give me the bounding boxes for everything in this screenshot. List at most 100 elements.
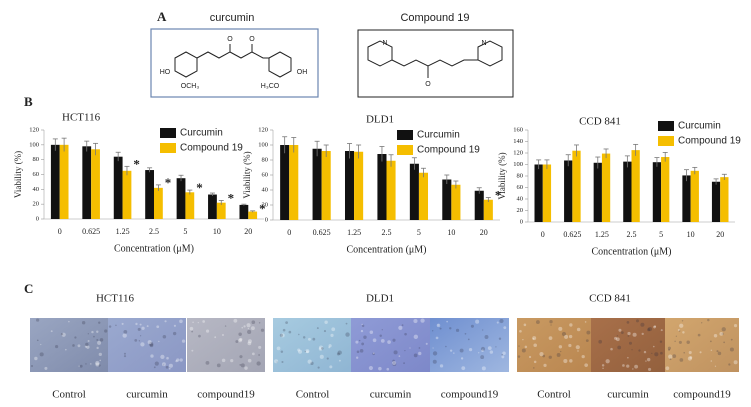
x-tick-label: 2.5 bbox=[627, 230, 637, 239]
texture bbox=[558, 326, 563, 331]
texture bbox=[524, 345, 528, 349]
texture bbox=[99, 338, 104, 342]
texture bbox=[336, 352, 340, 356]
texture bbox=[533, 360, 537, 364]
texture bbox=[532, 337, 535, 340]
texture bbox=[539, 352, 544, 357]
texture bbox=[361, 342, 365, 346]
bar bbox=[409, 163, 419, 220]
y-axis-label: Viability (%) bbox=[497, 152, 507, 199]
micrograph-label: compound19 bbox=[197, 389, 255, 401]
texture bbox=[329, 365, 333, 369]
significance-mark: * bbox=[495, 187, 502, 202]
texture bbox=[640, 322, 645, 327]
bar bbox=[542, 164, 552, 222]
panel-label: A bbox=[157, 9, 167, 24]
legend-swatch bbox=[397, 130, 413, 140]
texture bbox=[678, 330, 681, 332]
texture bbox=[628, 341, 632, 345]
legend-label: Curcumin bbox=[417, 130, 460, 141]
texture bbox=[358, 339, 361, 342]
bar bbox=[216, 202, 226, 219]
texture bbox=[533, 367, 535, 369]
texture bbox=[280, 333, 285, 338]
texture bbox=[247, 341, 252, 346]
texture bbox=[65, 348, 67, 351]
x-tick-label: 1.25 bbox=[347, 228, 361, 237]
y-tick-label: 140 bbox=[513, 138, 523, 145]
micrograph-label: Control bbox=[537, 389, 571, 401]
bar bbox=[631, 150, 640, 222]
panel-label: C bbox=[24, 281, 33, 296]
bar bbox=[652, 162, 662, 222]
texture bbox=[584, 321, 587, 323]
texture bbox=[453, 352, 455, 354]
texture bbox=[78, 365, 80, 367]
bar bbox=[386, 160, 396, 220]
texture bbox=[243, 325, 246, 328]
texture bbox=[99, 359, 102, 362]
bar bbox=[534, 164, 543, 222]
texture bbox=[561, 331, 567, 337]
texture bbox=[564, 334, 569, 339]
bar bbox=[474, 190, 484, 220]
texture bbox=[616, 335, 619, 337]
texture bbox=[181, 339, 186, 343]
texture bbox=[669, 358, 672, 361]
texture bbox=[709, 340, 712, 343]
texture bbox=[654, 352, 659, 357]
texture bbox=[581, 354, 585, 359]
legend-label: Compound 19 bbox=[417, 145, 480, 156]
texture bbox=[168, 363, 173, 368]
texture bbox=[482, 329, 484, 331]
texture bbox=[330, 333, 334, 337]
x-tick-label: 10 bbox=[687, 230, 695, 239]
bar bbox=[442, 179, 452, 220]
texture bbox=[439, 364, 444, 368]
significance-mark: * bbox=[165, 175, 172, 190]
texture bbox=[461, 366, 466, 371]
texture bbox=[432, 359, 437, 364]
texture bbox=[175, 359, 178, 363]
bar bbox=[91, 149, 100, 219]
texture bbox=[713, 333, 718, 338]
texture bbox=[302, 336, 306, 339]
texture bbox=[258, 345, 262, 349]
texture bbox=[98, 352, 102, 357]
texture bbox=[481, 366, 486, 371]
texture bbox=[677, 328, 680, 332]
texture bbox=[455, 328, 460, 332]
x-axis-label: Concentration (μM) bbox=[591, 246, 671, 257]
texture bbox=[256, 361, 261, 366]
texture bbox=[558, 345, 563, 349]
texture bbox=[425, 342, 428, 345]
texture bbox=[91, 330, 94, 334]
texture bbox=[369, 330, 374, 335]
y-tick-label: 20 bbox=[517, 207, 524, 214]
texture bbox=[686, 340, 690, 345]
x-tick-label: 2.5 bbox=[149, 227, 159, 236]
texture bbox=[40, 343, 42, 346]
y-tick-label: 80 bbox=[33, 156, 40, 163]
texture bbox=[164, 320, 167, 323]
bar bbox=[720, 177, 729, 222]
texture bbox=[418, 347, 421, 349]
texture bbox=[641, 332, 644, 336]
texture bbox=[168, 367, 171, 370]
atom: O bbox=[425, 81, 431, 88]
texture bbox=[356, 350, 360, 354]
texture bbox=[710, 360, 713, 362]
bar bbox=[623, 161, 632, 222]
texture bbox=[319, 354, 324, 359]
texture bbox=[576, 327, 581, 332]
atom: H₃CO bbox=[261, 83, 280, 90]
y-tick-label: 100 bbox=[513, 161, 523, 168]
texture bbox=[90, 363, 92, 365]
texture bbox=[719, 331, 724, 336]
micrograph bbox=[351, 318, 430, 372]
texture bbox=[721, 327, 726, 332]
texture bbox=[404, 349, 406, 352]
panel-label: B bbox=[24, 94, 33, 109]
bar bbox=[185, 192, 195, 219]
texture bbox=[617, 345, 622, 350]
